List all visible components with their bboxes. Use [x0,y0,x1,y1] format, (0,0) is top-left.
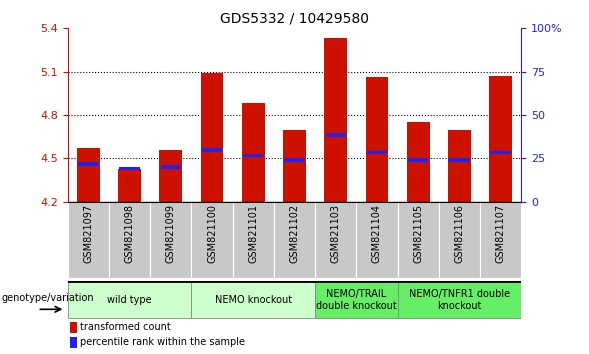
Bar [109,202,150,278]
Bar [315,282,398,318]
Bar [491,151,511,154]
Text: GSM821102: GSM821102 [290,204,299,263]
Bar [284,158,305,162]
Bar [242,103,264,202]
Bar [71,322,77,333]
Bar [326,133,346,137]
Bar [489,76,512,202]
Text: GSM821098: GSM821098 [125,204,134,263]
Bar [367,151,387,154]
Text: GSM821100: GSM821100 [207,204,217,263]
Bar [449,158,469,162]
Bar [283,130,306,202]
Bar [191,282,315,318]
Bar [274,202,315,278]
Bar [315,202,356,278]
Text: GSM821105: GSM821105 [413,204,423,263]
Text: wild type: wild type [107,295,152,305]
Text: GSM821099: GSM821099 [166,204,176,263]
Bar [202,148,222,152]
Bar [398,202,439,278]
Text: GSM821107: GSM821107 [496,204,505,263]
Bar [408,158,428,162]
Bar [77,148,100,202]
Text: GSM821103: GSM821103 [331,204,340,263]
Bar [78,162,98,166]
Bar [71,337,77,348]
Text: GSM821097: GSM821097 [84,204,93,263]
Bar [233,202,274,278]
Bar [150,202,191,278]
Bar [448,130,471,202]
Text: percentile rank within the sample: percentile rank within the sample [80,337,245,347]
Bar [480,202,521,278]
Bar [243,154,263,157]
Text: genotype/variation: genotype/variation [2,293,94,303]
Bar [118,169,141,202]
Text: NEMO knockout: NEMO knockout [215,295,292,305]
Bar [160,150,182,202]
Bar [201,73,223,202]
Bar [191,202,233,278]
Text: transformed count: transformed count [80,322,171,332]
Text: GSM821101: GSM821101 [249,204,258,263]
Bar [398,282,521,318]
Bar [366,78,388,202]
Bar [68,282,191,318]
Bar [325,39,347,202]
Bar [161,165,181,169]
Text: NEMO/TRAIL
double knockout: NEMO/TRAIL double knockout [316,289,397,311]
Bar [407,122,429,202]
Bar [439,202,480,278]
Bar [68,202,109,278]
Bar [120,167,140,170]
Text: GSM821106: GSM821106 [455,204,464,263]
Text: NEMO/TNFR1 double
knockout: NEMO/TNFR1 double knockout [409,289,510,311]
Text: GSM821104: GSM821104 [372,204,382,263]
Bar [356,202,398,278]
Title: GDS5332 / 10429580: GDS5332 / 10429580 [220,12,369,26]
